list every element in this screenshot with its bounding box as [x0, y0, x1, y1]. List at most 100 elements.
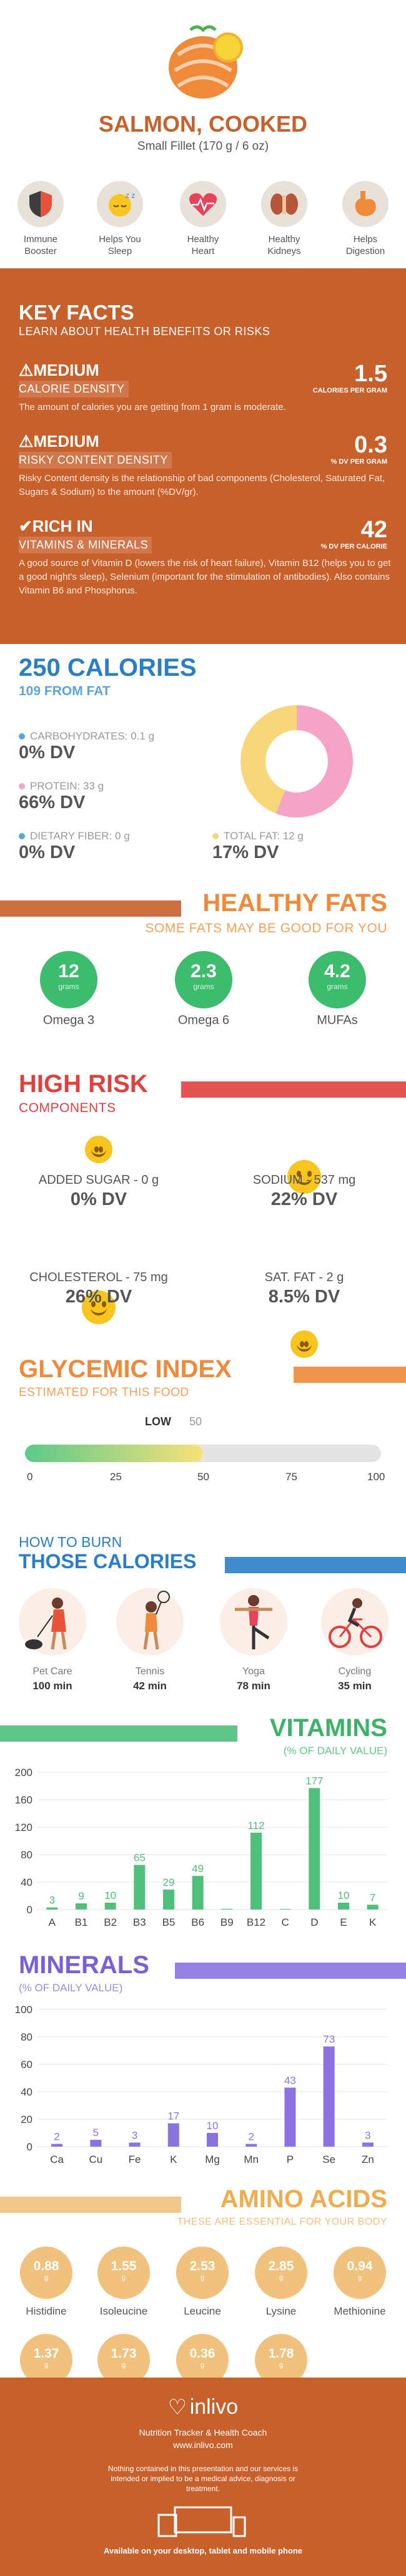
- x-tick-label: A: [49, 1916, 56, 1928]
- bar-value-label: 2: [54, 2131, 59, 2143]
- sleep-icon: z z: [97, 181, 143, 227]
- gi-value: 50: [189, 1415, 202, 1428]
- bar-value-label: 177: [305, 1775, 323, 1787]
- x-tick-label: B6: [191, 1916, 204, 1928]
- fact-description: Risky Content density is the relationshi…: [19, 473, 385, 497]
- y-tick-label: 100: [15, 2004, 32, 2016]
- x-tick-label: Mn: [244, 2154, 259, 2165]
- tennis-icon: [116, 1588, 184, 1656]
- footer-brand: ♡ inlivo: [167, 2395, 239, 2419]
- burn-label: Cycling: [338, 1666, 372, 1677]
- gi-track: [25, 1445, 381, 1462]
- gi-divider: [294, 1367, 406, 1383]
- key-facts-subtitle: LEARN ABOUT HEALTH BENEFITS OR RISKS: [19, 325, 270, 338]
- macro-protein: PROTEIN: 33 g 66% DV: [19, 780, 104, 812]
- x-tick-label: B9: [220, 1916, 234, 1928]
- bar-value-label: 3: [132, 2129, 137, 2141]
- amino-title: AMINO ACIDS: [220, 2185, 387, 2213]
- bar-value-label: 7: [370, 1891, 375, 1903]
- macro-carbs: CARBOHYDRATES: 0.1 g 0% DV: [19, 730, 155, 763]
- minerals-subtitle: (% OF DAILY VALUE): [19, 1982, 123, 1994]
- bar-value-label: 3: [49, 1895, 55, 1906]
- vitamins-divider: [0, 1725, 237, 1742]
- smiley-icon: [290, 1330, 318, 1358]
- pet-care-icon: [19, 1588, 86, 1656]
- gi-tick: 50: [197, 1471, 209, 1483]
- amino-label: Methionine: [334, 2305, 386, 2317]
- gi-level: LOW: [145, 1415, 171, 1428]
- fat-label: Omega 3: [42, 1013, 95, 1027]
- bar-value-label: 2: [248, 2131, 254, 2143]
- risk-title: HIGH RISK: [19, 1070, 148, 1098]
- fact-unit: % DV PER GRAM: [330, 458, 387, 466]
- bar-B12: [250, 1832, 262, 1910]
- benefit-heart: Healthy Heart: [169, 181, 237, 257]
- y-tick-label: 40: [21, 1876, 32, 1888]
- burn-title-small: HOW TO BURN: [19, 1534, 122, 1550]
- risk-value: 22% DV: [270, 1189, 338, 1209]
- footer-tagline: Nutrition Tracker & Health Coach: [139, 2427, 267, 2437]
- risk-label: SAT. FAT - 2 g: [264, 1271, 344, 1284]
- bar-B3: [134, 1865, 146, 1910]
- smiley-icon: [287, 1160, 321, 1194]
- y-tick-label: 0: [27, 2141, 32, 2153]
- footer-platforms: Available on your desktop, tablet and mo…: [103, 2546, 303, 2555]
- amino-circle: 1.55 g: [97, 2247, 150, 2299]
- devices-icon: [157, 2506, 246, 2537]
- footer-url[interactable]: www.inlivo.com: [173, 2440, 233, 2450]
- x-tick-label: D: [310, 1916, 318, 1928]
- stomach-icon: [342, 181, 389, 227]
- risk-label: ADDED SUGAR - 0 g: [38, 1173, 159, 1187]
- bar-value-label: 65: [134, 1852, 146, 1864]
- bar-B9: [221, 1908, 233, 1910]
- fact-subtitle: RISKY CONTENT DENSITY: [19, 452, 172, 469]
- bar-B6: [192, 1876, 204, 1910]
- kidney-icon: [261, 181, 307, 227]
- risk-label: SODIUM - 537 mg: [252, 1173, 356, 1187]
- bar-value-label: 29: [163, 1876, 175, 1888]
- bar-Mn: [245, 2144, 257, 2147]
- fact-description: A good source of Vitamin D (lowers the r…: [19, 558, 391, 596]
- minerals-chart: 0 20 40 60 80 100 2 Ca 5 Cu 3 Fe 17 K 10 Mg 2 Mn 43 P 73 Se 3 Z…: [15, 2004, 387, 2165]
- key-facts-section: KEY FACTS LEARN ABOUT HEALTH BENEFITS OR…: [0, 268, 406, 644]
- benefit-digestion: Helps Digestion: [331, 181, 400, 257]
- benefit-label: Healthy Kidneys: [267, 234, 301, 256]
- svg-text:z z: z z: [126, 191, 135, 200]
- bar-value-label: 5: [93, 2127, 99, 2139]
- amino-circle: 2.85 g: [255, 2247, 307, 2299]
- benefit-sleep: z z Helps You Sleep: [86, 181, 154, 257]
- fact-unit: CALORIES PER GRAM: [312, 387, 387, 394]
- y-tick-label: 40: [21, 2086, 32, 2098]
- yoga-icon: [220, 1588, 287, 1656]
- burn-value: 35 min: [338, 1680, 372, 1692]
- burn-divider: [225, 1557, 406, 1573]
- amino-circle: 0.88 g: [20, 2247, 72, 2299]
- omega6-circle: 2.3 grams: [175, 951, 232, 1008]
- amino-subtitle: THESE ARE ESSENTIAL FOR YOUR BODY: [177, 2217, 387, 2227]
- fact-value: 42: [360, 517, 387, 543]
- fact-value: 0.3: [354, 432, 387, 458]
- burn-value: 100 min: [32, 1680, 72, 1692]
- bar-K: [367, 1905, 379, 1910]
- x-tick-label: Fe: [129, 2154, 141, 2165]
- smiley-icon: [85, 1136, 112, 1163]
- heart-icon: [180, 181, 226, 227]
- risk-subtitle: COMPONENTS: [19, 1101, 116, 1115]
- bar-D: [309, 1788, 320, 1910]
- benefit-immune: Immune Booster: [6, 181, 75, 257]
- burn-label: Tennis: [135, 1666, 165, 1677]
- food-title: SALMON, COOKED: [98, 111, 307, 137]
- x-tick-label: B5: [162, 1916, 176, 1928]
- x-tick-label: B12: [247, 1916, 265, 1928]
- fats-title: HEALTHY FATS: [202, 889, 387, 917]
- y-tick-label: 80: [21, 1849, 32, 1861]
- risk-value: 8.5% DV: [268, 1287, 340, 1307]
- benefit-label: Helps Digestion: [345, 234, 385, 256]
- x-tick-label: K: [170, 2154, 177, 2165]
- benefit-label: Helps You Sleep: [99, 234, 141, 256]
- serving-size: Small Fillet (170 g / 6 oz): [137, 140, 269, 153]
- gi-tick: 75: [285, 1471, 297, 1483]
- y-tick-label: 120: [15, 1822, 32, 1833]
- omega3-circle: 12 grams: [40, 951, 97, 1008]
- amino-circle: 2.53 g: [176, 2247, 229, 2299]
